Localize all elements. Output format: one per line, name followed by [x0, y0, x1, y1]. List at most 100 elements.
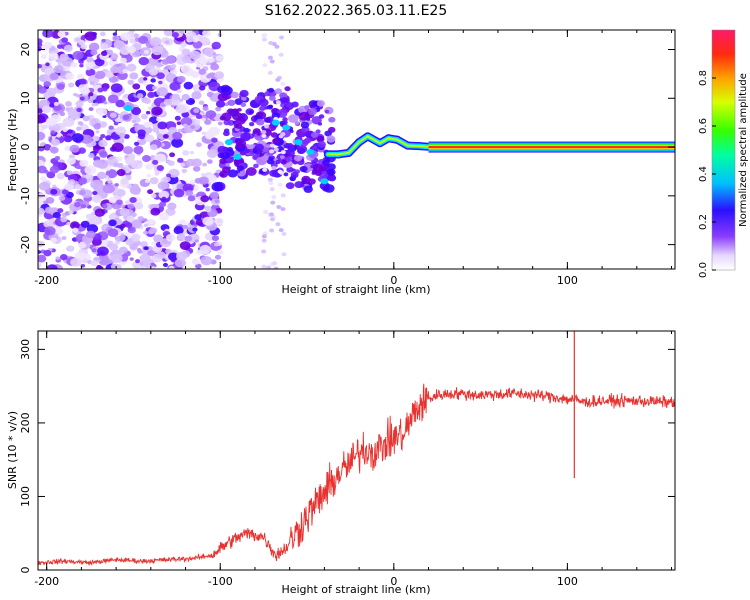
noise-blob — [149, 177, 159, 185]
noise-blob — [97, 171, 107, 180]
noise-blob — [92, 135, 100, 142]
streak-blob — [267, 55, 273, 60]
transition-blob — [240, 96, 247, 101]
figure-title: S162.2022.365.03.11.E25 — [265, 3, 448, 19]
signal-wave-core — [396, 138, 409, 147]
noise-blob — [116, 156, 123, 162]
noise-blob — [114, 118, 121, 123]
transition-blob — [271, 108, 277, 113]
transition-blob — [297, 145, 308, 154]
streak-blob — [280, 132, 286, 137]
noise-blob — [76, 126, 82, 131]
colorbar-gradient — [712, 30, 735, 270]
noise-blob — [161, 196, 167, 201]
streak-blob — [279, 170, 285, 175]
noise-blob — [189, 50, 201, 60]
noise-blob — [172, 131, 183, 140]
noise-blob — [68, 82, 75, 88]
noise-blob — [142, 155, 151, 163]
streak-blob — [273, 266, 279, 269]
noise-blob — [182, 183, 194, 193]
noise-blob — [63, 44, 73, 52]
transition-blob — [266, 104, 273, 110]
noise-blob — [202, 106, 209, 111]
noise-blob — [112, 35, 118, 41]
transition-blob — [274, 88, 283, 95]
noise-blob — [158, 80, 163, 85]
noise-blob — [75, 37, 81, 42]
noise-blob — [79, 190, 86, 196]
noise-blob — [80, 44, 87, 50]
snr-axes: -200 -100 0 100 0 100 200 300 — [19, 330, 676, 588]
colorbar-tick-label: 0.4 — [698, 166, 709, 182]
transition-blob — [230, 91, 239, 99]
streak-blob — [262, 167, 268, 172]
streak-blob — [280, 193, 286, 198]
noise-blob — [165, 234, 176, 242]
noise-blob — [183, 224, 189, 230]
noise-blob — [38, 108, 43, 114]
noise-blob — [143, 98, 152, 104]
noise-blob — [69, 221, 80, 230]
transition-blob — [249, 122, 255, 127]
noise-blob — [69, 144, 80, 153]
noise-blob — [112, 192, 117, 196]
noise-blob — [98, 253, 109, 262]
noise-blob — [94, 58, 105, 67]
streak-blob — [261, 234, 267, 239]
streak-blob — [274, 44, 280, 49]
noise-blob — [95, 122, 101, 127]
transition-blob — [327, 174, 337, 182]
noise-blob — [62, 127, 68, 133]
noise-blob — [201, 131, 206, 135]
noise-blob — [142, 81, 149, 86]
noise-blob — [88, 107, 94, 112]
transition-blob — [270, 132, 278, 138]
transition-blob — [257, 112, 264, 117]
noise-blob — [147, 106, 153, 111]
streak-blob — [281, 231, 287, 236]
highlight-blob — [320, 178, 329, 185]
noise-blob — [88, 152, 95, 159]
transition-blob — [324, 130, 332, 137]
transition-blob — [219, 170, 229, 178]
highlight-blob — [233, 153, 242, 160]
noise-blob — [134, 141, 140, 146]
transition-blob — [328, 116, 336, 123]
snr-xlabel: Height of straight line (km) — [281, 583, 430, 596]
noise-blob — [56, 172, 65, 180]
noise-blob — [79, 78, 87, 85]
transition-blob — [309, 104, 316, 109]
noise-blob — [143, 49, 150, 55]
noise-blob — [110, 83, 123, 93]
noise-blob — [72, 227, 79, 233]
noise-blob — [54, 156, 61, 161]
noise-blob — [79, 63, 84, 68]
noise-blob — [49, 165, 60, 174]
noise-blob — [61, 37, 69, 43]
noise-blob — [168, 168, 180, 178]
noise-blob — [97, 246, 109, 256]
noise-blob — [194, 214, 202, 221]
noise-blob — [127, 203, 135, 210]
noise-blob — [105, 135, 112, 141]
transition-blob — [300, 121, 310, 129]
transition-blob — [280, 100, 286, 104]
transition-blob — [286, 166, 294, 173]
noise-blob — [129, 257, 134, 261]
noise-blob — [56, 83, 65, 90]
noise-blob — [85, 62, 93, 69]
noise-blob — [94, 208, 105, 217]
noise-blob — [57, 30, 66, 38]
noise-blob — [214, 254, 222, 260]
spectrogram-ytick-label: 10 — [19, 91, 32, 105]
transition-blob — [227, 108, 234, 114]
noise-blob — [55, 256, 61, 261]
noise-blob — [132, 261, 142, 269]
colorbar-tick-label: 0.2 — [698, 214, 709, 230]
streak-blob — [267, 70, 273, 75]
noise-blob — [143, 230, 149, 235]
noise-blob — [195, 142, 202, 148]
streak-blob — [278, 52, 284, 57]
transition-blob — [287, 114, 299, 123]
